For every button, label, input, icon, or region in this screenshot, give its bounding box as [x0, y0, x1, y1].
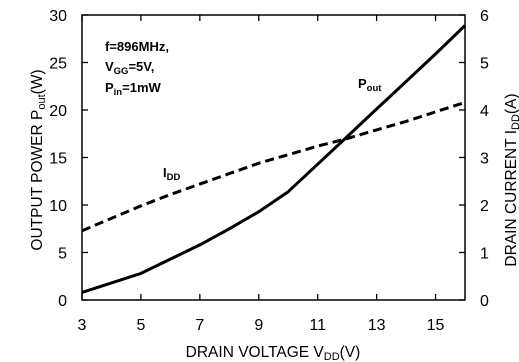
series-line-idd: [81, 100, 466, 233]
y-left-tick-label: 25: [49, 56, 67, 73]
y-right-tick-label: 3: [480, 151, 489, 168]
x-axis-title: DRAIN VOLTAGE VDD(V): [186, 344, 361, 362]
series-layer: [81, 24, 467, 294]
condition-pin: Pin=1mW: [105, 80, 162, 98]
x-tick-label: 13: [368, 317, 386, 334]
x-tick-label: 9: [254, 317, 263, 334]
tick-labels: 3 5 7 9 11 13 15 0 5 10 15 20 25 30 0 1 2 3 4 5 6: [49, 8, 489, 334]
y-left-tick-label: 5: [58, 246, 67, 263]
series-line-pout: [81, 24, 467, 294]
x-tick-label: 5: [136, 317, 145, 334]
condition-frequency: f=896MHz,: [105, 39, 169, 54]
tick-marks: [81, 14, 465, 301]
y-right-tick-label: 2: [480, 198, 489, 215]
y-right-tick-label: 5: [480, 56, 489, 73]
y-right-tick-label: 6: [480, 8, 489, 25]
plot-frame: [81, 14, 466, 301]
y-right-tick-label: 4: [480, 103, 489, 120]
x-tick-label: 11: [309, 317, 326, 334]
y-right-tick-label: 1: [480, 246, 489, 263]
y-left-tick-label: 30: [49, 8, 67, 25]
x-tick-label: 7: [195, 317, 204, 334]
series-label-idd: IDD: [163, 165, 180, 183]
y-left-tick-label: 20: [49, 103, 67, 120]
condition-vgg: VGG=5V,: [105, 59, 154, 77]
conditions-annotation: f=896MHz, VGG=5V, Pin=1mW: [105, 39, 169, 98]
y-right-tick-label: 0: [480, 293, 489, 310]
x-tick-label: 3: [78, 317, 87, 334]
y-left-tick-label: 10: [49, 198, 67, 215]
y-right-axis-title: DRAIN CURRENT IDD(A): [503, 93, 519, 266]
x-tick-label: 15: [427, 317, 445, 334]
y-left-tick-label: 0: [58, 293, 67, 310]
y-left-tick-label: 15: [49, 151, 67, 168]
series-label-pout: Pout: [358, 76, 382, 94]
y-left-axis-title: OUTPUT POWER Pout(W): [29, 69, 48, 250]
